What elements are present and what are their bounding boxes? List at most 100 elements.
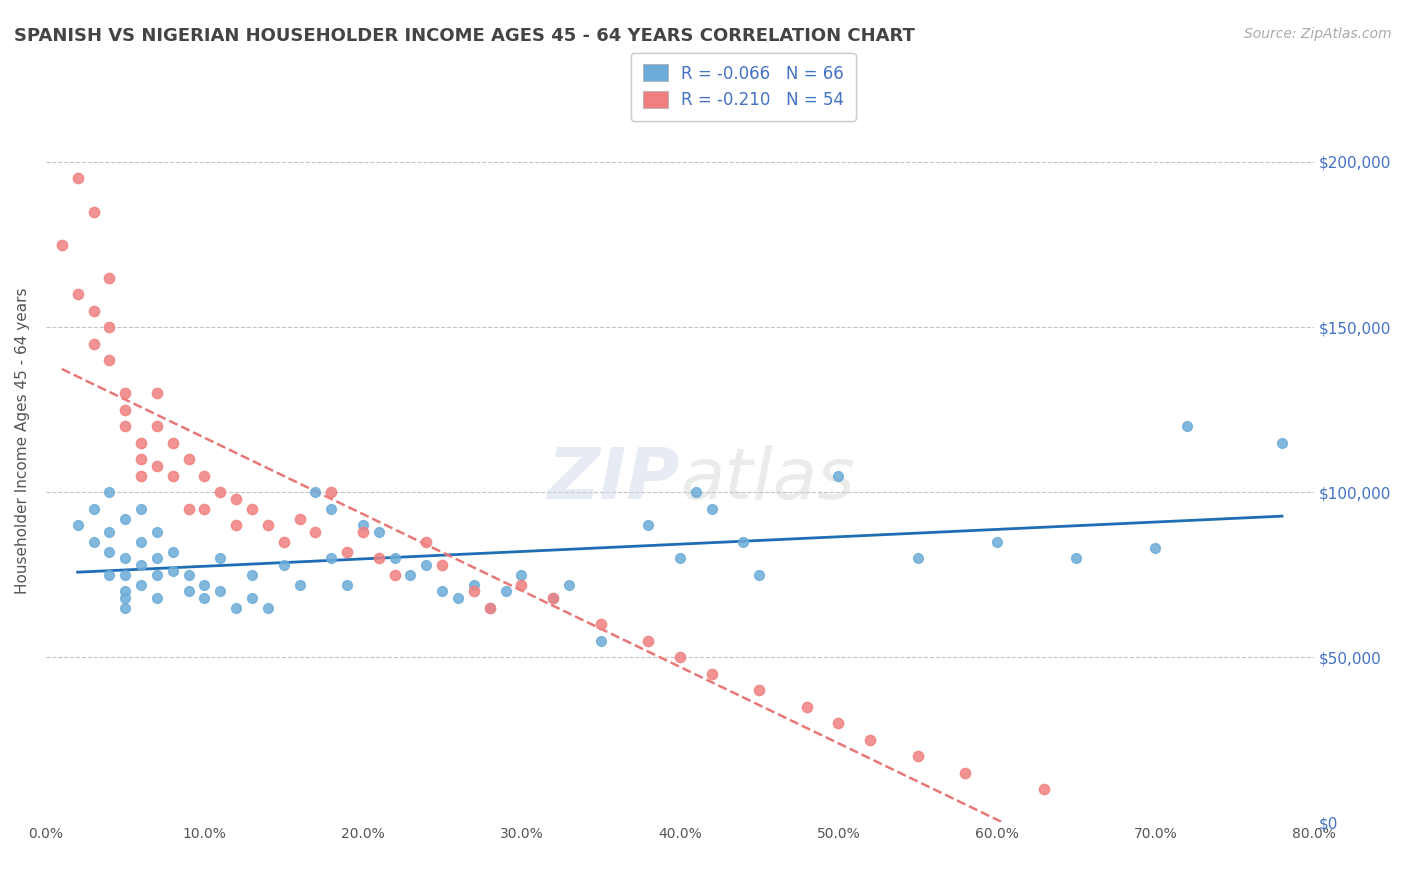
Point xyxy=(177,584,200,599)
Point xyxy=(669,551,692,566)
Point xyxy=(209,551,232,566)
Point xyxy=(589,633,612,648)
Point xyxy=(83,204,105,219)
Point xyxy=(478,600,501,615)
Point xyxy=(796,699,818,714)
Point xyxy=(83,303,105,318)
Point xyxy=(1033,782,1056,797)
Point xyxy=(288,577,311,591)
Point xyxy=(193,468,215,483)
Point xyxy=(129,501,152,516)
Point xyxy=(399,567,422,582)
Point xyxy=(304,485,326,500)
Point xyxy=(240,567,263,582)
Point xyxy=(1175,419,1198,434)
Point xyxy=(367,551,389,566)
Point xyxy=(352,518,374,533)
Point xyxy=(541,591,564,605)
Legend: R = -0.066   N = 66, R = -0.210   N = 54: R = -0.066 N = 66, R = -0.210 N = 54 xyxy=(631,53,856,120)
Point xyxy=(114,402,136,417)
Point xyxy=(146,524,169,539)
Point xyxy=(66,518,89,533)
Point xyxy=(98,544,121,558)
Point xyxy=(589,617,612,632)
Point xyxy=(129,468,152,483)
Point xyxy=(430,558,453,572)
Point xyxy=(66,287,89,301)
Point xyxy=(162,468,184,483)
Point xyxy=(495,584,517,599)
Point xyxy=(114,419,136,434)
Point xyxy=(98,320,121,334)
Point xyxy=(240,591,263,605)
Point xyxy=(114,551,136,566)
Text: Source: ZipAtlas.com: Source: ZipAtlas.com xyxy=(1244,27,1392,41)
Point xyxy=(146,458,169,473)
Point xyxy=(321,485,343,500)
Point xyxy=(510,577,533,591)
Point xyxy=(98,524,121,539)
Point xyxy=(129,435,152,450)
Point xyxy=(447,591,470,605)
Point xyxy=(98,485,121,500)
Point xyxy=(225,491,247,506)
Point xyxy=(748,567,770,582)
Point xyxy=(1271,435,1294,450)
Point xyxy=(114,591,136,605)
Point xyxy=(273,534,295,549)
Point xyxy=(748,683,770,698)
Point xyxy=(83,534,105,549)
Point xyxy=(273,558,295,572)
Point xyxy=(352,524,374,539)
Point xyxy=(336,577,359,591)
Point xyxy=(669,650,692,665)
Text: ZIP: ZIP xyxy=(547,445,681,514)
Point xyxy=(114,567,136,582)
Point xyxy=(1144,541,1167,556)
Point xyxy=(907,749,929,764)
Point xyxy=(541,591,564,605)
Point xyxy=(51,237,73,252)
Point xyxy=(321,551,343,566)
Point xyxy=(430,584,453,599)
Point xyxy=(827,468,849,483)
Point xyxy=(146,419,169,434)
Point xyxy=(225,600,247,615)
Point xyxy=(637,518,659,533)
Point xyxy=(177,567,200,582)
Point xyxy=(859,732,882,747)
Point xyxy=(162,544,184,558)
Point xyxy=(146,591,169,605)
Point xyxy=(288,511,311,525)
Point xyxy=(162,565,184,579)
Text: atlas: atlas xyxy=(681,445,855,514)
Point xyxy=(98,567,121,582)
Text: SPANISH VS NIGERIAN HOUSEHOLDER INCOME AGES 45 - 64 YEARS CORRELATION CHART: SPANISH VS NIGERIAN HOUSEHOLDER INCOME A… xyxy=(14,27,915,45)
Point xyxy=(129,452,152,467)
Point xyxy=(240,501,263,516)
Point xyxy=(685,485,707,500)
Point xyxy=(146,386,169,401)
Point xyxy=(193,501,215,516)
Point xyxy=(733,534,755,549)
Point xyxy=(907,551,929,566)
Y-axis label: Householder Income Ages 45 - 64 years: Householder Income Ages 45 - 64 years xyxy=(15,288,30,594)
Point xyxy=(1064,551,1087,566)
Point xyxy=(827,716,849,731)
Point xyxy=(700,501,723,516)
Point xyxy=(463,584,485,599)
Point xyxy=(700,666,723,681)
Point xyxy=(177,452,200,467)
Point xyxy=(129,577,152,591)
Point xyxy=(304,524,326,539)
Point xyxy=(510,567,533,582)
Point xyxy=(146,551,169,566)
Point xyxy=(321,501,343,516)
Point xyxy=(463,577,485,591)
Point xyxy=(129,534,152,549)
Point xyxy=(415,558,437,572)
Point xyxy=(98,353,121,368)
Point xyxy=(177,501,200,516)
Point xyxy=(209,485,232,500)
Point xyxy=(83,336,105,351)
